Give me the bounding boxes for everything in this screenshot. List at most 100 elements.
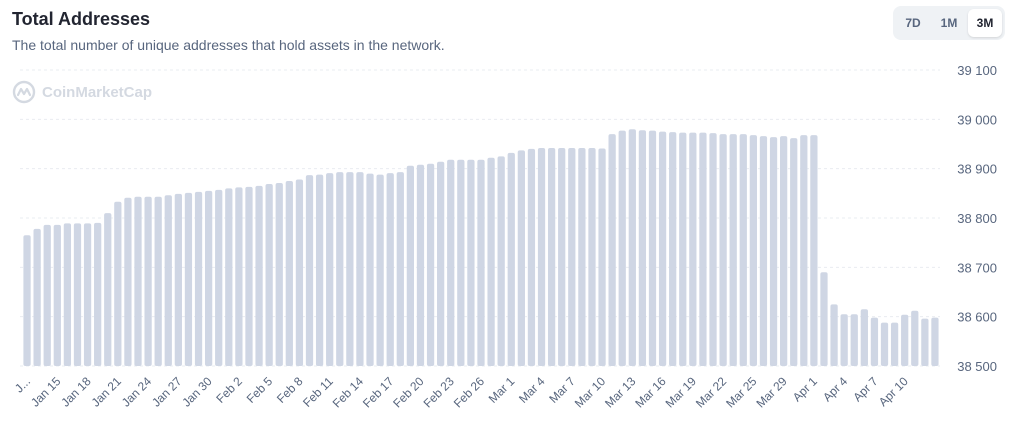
bar[interactable] bbox=[204, 190, 213, 366]
bar[interactable] bbox=[346, 172, 354, 366]
bar[interactable] bbox=[396, 172, 404, 366]
bar[interactable] bbox=[487, 157, 495, 366]
bar[interactable] bbox=[790, 138, 798, 366]
bar[interactable] bbox=[426, 163, 435, 366]
bar[interactable] bbox=[194, 191, 203, 366]
bar[interactable] bbox=[467, 159, 475, 366]
bar[interactable] bbox=[94, 222, 102, 366]
bar[interactable] bbox=[568, 147, 576, 366]
bar[interactable] bbox=[901, 314, 909, 366]
bar[interactable] bbox=[820, 272, 828, 366]
bar[interactable] bbox=[124, 197, 132, 366]
bar[interactable] bbox=[749, 135, 757, 366]
bar[interactable] bbox=[43, 224, 51, 366]
bar[interactable] bbox=[578, 147, 586, 366]
x-tick-label: Feb 5 bbox=[244, 374, 276, 406]
bar[interactable] bbox=[23, 235, 31, 366]
bar[interactable] bbox=[517, 150, 525, 366]
bar[interactable] bbox=[638, 130, 647, 366]
bar[interactable] bbox=[114, 201, 122, 366]
bar[interactable] bbox=[184, 192, 193, 366]
bar[interactable] bbox=[305, 175, 314, 366]
bar[interactable] bbox=[679, 132, 687, 366]
bar[interactable] bbox=[507, 152, 515, 366]
bar[interactable] bbox=[921, 318, 929, 366]
bar[interactable] bbox=[890, 322, 899, 366]
bar[interactable] bbox=[699, 132, 707, 366]
bar[interactable] bbox=[356, 172, 364, 366]
bar[interactable] bbox=[658, 131, 667, 366]
bar[interactable] bbox=[739, 134, 747, 366]
bar[interactable] bbox=[144, 196, 152, 366]
bar[interactable] bbox=[255, 185, 263, 366]
bar[interactable] bbox=[669, 132, 677, 366]
bar[interactable] bbox=[275, 182, 283, 366]
bar[interactable] bbox=[73, 223, 82, 366]
bar[interactable] bbox=[547, 147, 556, 366]
bar[interactable] bbox=[810, 135, 818, 366]
bar[interactable] bbox=[759, 136, 768, 366]
bar[interactable] bbox=[215, 189, 223, 366]
bar[interactable] bbox=[477, 159, 485, 366]
bar[interactable] bbox=[134, 196, 142, 366]
bar[interactable] bbox=[245, 186, 253, 366]
bar[interactable] bbox=[769, 137, 778, 366]
x-tick-label: Jan 21 bbox=[89, 374, 125, 410]
bar[interactable] bbox=[33, 228, 41, 366]
bar[interactable] bbox=[497, 156, 505, 366]
bar[interactable] bbox=[53, 224, 61, 366]
bar[interactable] bbox=[588, 147, 596, 366]
bar[interactable] bbox=[285, 181, 293, 366]
bar[interactable] bbox=[416, 164, 425, 366]
bar[interactable] bbox=[235, 187, 243, 366]
bar[interactable] bbox=[870, 317, 879, 366]
y-tick-label: 39 000 bbox=[957, 112, 997, 127]
bar[interactable] bbox=[447, 159, 455, 366]
bar[interactable] bbox=[366, 173, 374, 366]
x-tick-label: Mar 19 bbox=[663, 374, 700, 411]
bar[interactable] bbox=[315, 174, 324, 366]
bar[interactable] bbox=[689, 132, 697, 366]
bar[interactable] bbox=[265, 183, 273, 366]
bar[interactable] bbox=[326, 173, 334, 366]
bar[interactable] bbox=[63, 223, 72, 366]
bar[interactable] bbox=[931, 317, 939, 366]
bar[interactable] bbox=[830, 304, 838, 366]
bar[interactable] bbox=[406, 165, 415, 366]
bar[interactable] bbox=[537, 147, 546, 366]
bar[interactable] bbox=[598, 148, 606, 366]
bar[interactable] bbox=[729, 134, 737, 366]
y-tick-label: 38 600 bbox=[957, 310, 997, 325]
bar[interactable] bbox=[880, 322, 889, 366]
bar[interactable] bbox=[780, 136, 788, 366]
bar[interactable] bbox=[648, 130, 657, 366]
bar[interactable] bbox=[457, 159, 465, 366]
bar[interactable] bbox=[225, 188, 233, 366]
bar[interactable] bbox=[840, 314, 848, 366]
bar[interactable] bbox=[164, 195, 172, 366]
bar[interactable] bbox=[719, 134, 727, 366]
bar[interactable] bbox=[83, 223, 92, 366]
bar[interactable] bbox=[376, 174, 384, 366]
bar[interactable] bbox=[800, 135, 808, 366]
bar[interactable] bbox=[911, 310, 919, 366]
bar[interactable] bbox=[628, 129, 636, 366]
bar[interactable] bbox=[860, 309, 868, 366]
bar[interactable] bbox=[295, 179, 304, 366]
bar[interactable] bbox=[608, 134, 616, 366]
range-tab-3m[interactable]: 3M bbox=[968, 9, 1002, 37]
bar[interactable] bbox=[386, 173, 394, 366]
bar[interactable] bbox=[437, 161, 445, 366]
bar[interactable] bbox=[336, 172, 344, 366]
bar[interactable] bbox=[174, 193, 182, 366]
bar[interactable] bbox=[527, 148, 536, 366]
range-tab-1m[interactable]: 1M bbox=[940, 16, 958, 30]
bar[interactable] bbox=[558, 147, 566, 366]
range-tab-7d[interactable]: 7D bbox=[905, 16, 921, 30]
bar[interactable] bbox=[709, 133, 717, 366]
bar[interactable] bbox=[850, 314, 858, 366]
bar[interactable] bbox=[104, 213, 112, 366]
bar[interactable] bbox=[154, 196, 162, 366]
x-tick-label: Apr 1 bbox=[790, 374, 820, 404]
bar[interactable] bbox=[618, 130, 626, 366]
